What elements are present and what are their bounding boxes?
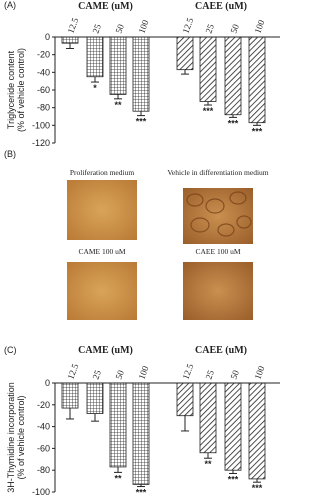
significance: ** bbox=[114, 100, 122, 110]
y-axis-label: (% of vehicle control) bbox=[16, 48, 26, 132]
y-tick-label: -20 bbox=[37, 400, 50, 410]
y-tick-label: -100 bbox=[32, 487, 50, 497]
panel-b: (B) Proliferation medium Vehicle in diff… bbox=[4, 149, 269, 320]
micrograph bbox=[183, 262, 253, 320]
bar bbox=[248, 36, 266, 124]
bar bbox=[224, 36, 242, 116]
y-tick-label: -80 bbox=[37, 103, 50, 113]
x-tick-label: 50 bbox=[228, 22, 241, 34]
figure: (B) Proliferation medium Vehicle in diff… bbox=[4, 0, 280, 498]
cells bbox=[186, 191, 252, 237]
image-caption: CAEE 100 uM bbox=[196, 247, 241, 256]
x-tick-label: 25 bbox=[203, 22, 216, 34]
significance: *** bbox=[228, 118, 239, 128]
x-tick-label: 12.5 bbox=[180, 16, 195, 35]
x-tick-label: 25 bbox=[90, 22, 103, 34]
significance: *** bbox=[136, 488, 147, 498]
significance: ** bbox=[204, 459, 212, 469]
y-tick-label: 0 bbox=[45, 32, 50, 42]
x-tick-label: 50 bbox=[113, 22, 126, 34]
x-tick-label: 12.5 bbox=[65, 362, 80, 381]
group-label: CAEE (uM) bbox=[195, 345, 247, 356]
significance: ** bbox=[114, 473, 122, 483]
bar bbox=[61, 36, 79, 44]
bar bbox=[86, 382, 104, 414]
significance: *** bbox=[203, 106, 214, 116]
bar bbox=[176, 36, 194, 71]
bar bbox=[61, 382, 79, 409]
x-tick-label: 50 bbox=[228, 368, 241, 380]
x-tick-label: 12.5 bbox=[65, 16, 80, 35]
y-tick-label: -40 bbox=[37, 422, 50, 432]
x-tick-label: 100 bbox=[252, 18, 266, 35]
bar bbox=[224, 382, 242, 471]
y-tick-label: -120 bbox=[32, 138, 50, 148]
significance: *** bbox=[136, 117, 147, 127]
bar bbox=[86, 36, 104, 78]
micrograph bbox=[67, 262, 137, 320]
y-axis-label: (% of vehicle control) bbox=[16, 395, 26, 479]
bar bbox=[109, 36, 127, 95]
panel-label: (B) bbox=[4, 149, 16, 159]
y-axis-label: 3H-Thymidine incorporation bbox=[6, 382, 16, 493]
bar bbox=[132, 382, 150, 485]
image-caption: Vehicle in differentiation medium bbox=[167, 168, 268, 177]
x-tick-label: 12.5 bbox=[180, 362, 195, 381]
y-axis-label: Triglyceride content bbox=[6, 50, 16, 129]
significance: * bbox=[93, 83, 97, 93]
y-tick-label: -40 bbox=[37, 67, 50, 77]
y-tick-label: -20 bbox=[37, 50, 50, 60]
image-caption: Proliferation medium bbox=[70, 168, 135, 177]
x-tick-label: 25 bbox=[90, 368, 103, 380]
panel-label: (C) bbox=[4, 345, 17, 355]
panel-label: (A) bbox=[4, 0, 16, 10]
group-label: CAEE (uM) bbox=[195, 1, 247, 12]
bar bbox=[132, 36, 150, 112]
significance: *** bbox=[228, 474, 239, 484]
y-tick-label: -60 bbox=[37, 85, 50, 95]
bar bbox=[109, 382, 127, 468]
y-tick-label: -80 bbox=[37, 465, 50, 475]
y-tick-label: -60 bbox=[37, 443, 50, 453]
significance: *** bbox=[252, 126, 263, 136]
x-tick-label: 25 bbox=[203, 368, 216, 380]
group-label: CAME (uM) bbox=[78, 1, 133, 12]
bar bbox=[176, 382, 194, 417]
micrograph bbox=[67, 180, 137, 240]
bar bbox=[248, 382, 266, 480]
x-tick-label: 100 bbox=[252, 364, 266, 381]
x-tick-label: 100 bbox=[136, 364, 150, 381]
group-label: CAME (uM) bbox=[78, 345, 133, 356]
image-caption: CAME 100 uM bbox=[78, 247, 125, 256]
bar bbox=[199, 382, 217, 454]
y-tick-label: -100 bbox=[32, 120, 50, 130]
x-tick-label: 50 bbox=[113, 368, 126, 380]
x-tick-label: 100 bbox=[136, 18, 150, 35]
bar bbox=[199, 36, 217, 102]
y-tick-label: 0 bbox=[45, 378, 50, 388]
significance: *** bbox=[252, 483, 263, 493]
